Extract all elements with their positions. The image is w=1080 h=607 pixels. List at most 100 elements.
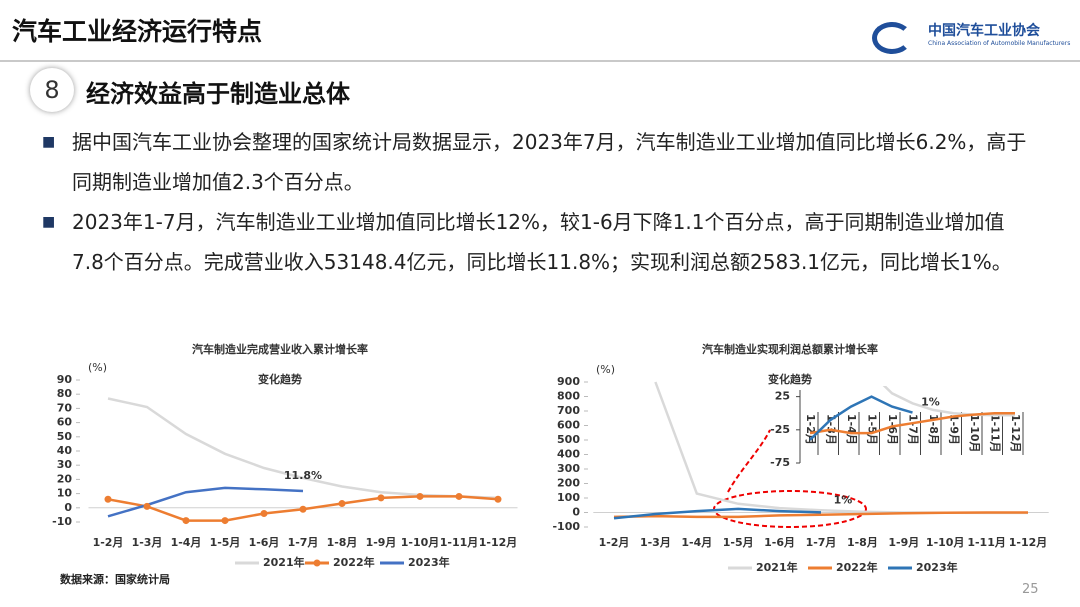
legend-label: 2021年 (756, 560, 798, 574)
x-tick-label: 1-4月 (681, 536, 712, 549)
x-tick-label: 1-8月 (327, 536, 358, 549)
x-tick-label: 1-6月 (249, 536, 280, 549)
legend-label: 2023年 (408, 555, 450, 569)
legend-label: 2023年 (916, 560, 958, 574)
point (416, 492, 424, 500)
inset-x-label: 1-7月 (907, 414, 920, 445)
x-tick-label: 1-8月 (847, 536, 878, 549)
x-tick-label: 1-3月 (640, 536, 671, 549)
point (494, 495, 502, 503)
y-tick-label: 60 (57, 416, 73, 429)
inset-line (809, 411, 1015, 435)
x-tick-label: 1-2月 (93, 536, 124, 549)
x-tick-label: 1-4月 (171, 536, 202, 549)
y-tick-label: 0 (64, 501, 72, 514)
x-tick-label: 1-11月 (967, 536, 1006, 549)
bullet-list: ■ 据中国汽车工业协会整理的国家统计局数据显示，2023年7月，汽车制造业工业增加… (42, 122, 1032, 282)
x-tick-label: 1-3月 (132, 536, 163, 549)
section-number: 8 (30, 68, 74, 112)
legend-marker (313, 559, 321, 567)
y-unit: (%) (88, 361, 107, 374)
point (221, 517, 229, 525)
x-tick-label: 1-10月 (401, 536, 440, 549)
inset-x-label: 1-4月 (845, 414, 858, 445)
x-tick-label: 1-12月 (1009, 536, 1048, 549)
inset-tick-label: -25 (770, 423, 790, 436)
y-tick-label: 20 (57, 472, 73, 485)
y-tick-label: 500 (557, 433, 580, 446)
y-tick-label: 10 (57, 487, 73, 500)
y-tick-label: 50 (57, 430, 73, 443)
y-unit: (%) (596, 363, 615, 376)
inset-x-label: 1-5月 (866, 414, 879, 445)
y-tick-label: -10 (52, 515, 72, 528)
highlight-arrow (727, 429, 771, 493)
header-rule (0, 60, 1080, 62)
inset-annotation: 1% (921, 396, 940, 409)
x-tick-label: 1-5月 (210, 536, 241, 549)
source: 数据来源：国家统计局 (60, 573, 170, 586)
y-tick-label: 600 (557, 419, 580, 432)
inset-tick-label: -75 (770, 456, 790, 469)
x-tick-label: 1-9月 (888, 536, 919, 549)
y-tick-label: 900 (557, 375, 580, 388)
bullet: ■ 2023年1-7月，汽车制造业工业增加值同比增长12%，较1-6月下降1.1个… (42, 202, 1032, 282)
y-tick-label: 300 (557, 462, 580, 475)
point (338, 500, 346, 508)
annotation: 1% (834, 493, 853, 506)
x-tick-label: 1-12月 (479, 536, 518, 549)
inset-x-label: 1-12月 (1009, 414, 1022, 453)
inset-x-label: 1-6月 (886, 414, 899, 445)
page-number: 25 (1022, 582, 1039, 597)
x-tick-label: 1-5月 (723, 536, 754, 549)
legend-label: 2022年 (836, 560, 878, 574)
point (299, 505, 307, 513)
legend-label: 2021年 (263, 555, 305, 569)
bullet-text: 据中国汽车工业协会整理的国家统计局数据显示，2023年7月，汽车制造业工业增加值… (72, 130, 1027, 194)
bullet-text: 2023年1-7月，汽车制造业工业增加值同比增长12%，较1-6月下降1.1个百… (72, 210, 1012, 274)
inset-tick-label: 25 (775, 390, 790, 403)
point (182, 517, 190, 525)
y-tick-label: -100 (552, 520, 580, 533)
x-tick-label: 1-10月 (926, 536, 965, 549)
y-tick-label: 90 (57, 373, 73, 386)
point (260, 509, 268, 517)
y-tick-label: 0 (572, 506, 580, 519)
x-tick-label: 1-9月 (366, 536, 397, 549)
y-tick-label: 200 (557, 477, 580, 490)
y-tick-label: 800 (557, 390, 580, 403)
y-tick-label: 80 (57, 387, 73, 400)
point (143, 502, 151, 510)
bullet: ■ 据中国汽车工业协会整理的国家统计局数据显示，2023年7月，汽车制造业工业增加… (42, 122, 1032, 202)
x-tick-label: 1-11月 (440, 536, 479, 549)
chart-title: 变化趋势 (768, 372, 812, 386)
section-title: 经济效益高于制造业总体 (86, 80, 350, 108)
y-tick-label: 400 (557, 448, 580, 461)
inset-x-label: 1-8月 (927, 414, 940, 445)
logo-subtext: China Association of Automobile Manufact… (928, 40, 1071, 47)
chart-title: 汽车制造业完成营业收入累计增长率 (192, 342, 368, 356)
inset-x-label: 1-9月 (948, 414, 961, 445)
series-line (107, 397, 499, 500)
chart-title: 汽车制造业实现利润总额累计增长率 (702, 342, 878, 356)
point (104, 495, 112, 503)
y-tick-label: 100 (557, 491, 580, 504)
y-tick-label: 70 (57, 401, 73, 414)
x-tick-label: 1-2月 (599, 536, 630, 549)
header-title: 汽车工业经济运行特点 (12, 17, 263, 46)
series-line (613, 511, 1028, 519)
inset: 1-2月 1-3月 1-4月 1-5月 1-6月 1-7月 1-8月 1-9月 1-10月 1-1… (804, 386, 1024, 455)
x-tick-label: 1-7月 (806, 536, 837, 549)
series-line (107, 486, 304, 518)
chart-title: 变化趋势 (258, 372, 302, 386)
x-tick-label: 1-7月 (288, 536, 319, 549)
point (377, 494, 385, 502)
y-tick-label: 40 (57, 444, 73, 457)
annotation: 11.8% (284, 469, 322, 482)
series-line (613, 507, 822, 520)
inset-line (809, 395, 913, 441)
inset-x-label: 1-11月 (989, 414, 1002, 453)
legend-label: 2022年 (333, 555, 375, 569)
